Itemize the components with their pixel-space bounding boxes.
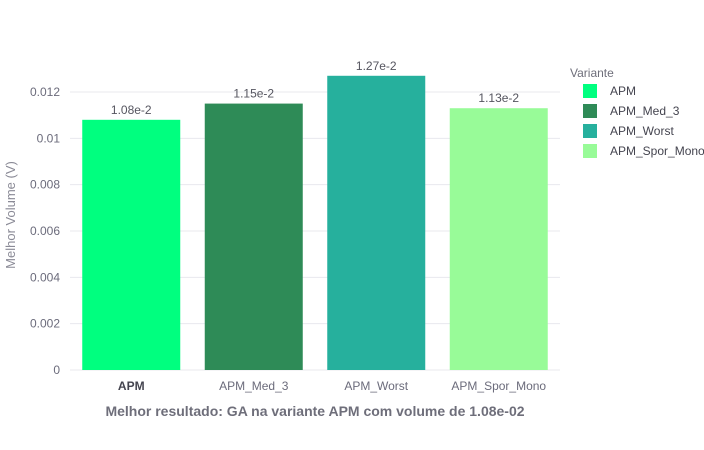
bar-apm-worst [327,75,426,371]
bars [82,75,548,371]
y-tick-label: 0.012 [30,85,60,99]
x-tick-label: APM [118,379,145,393]
y-tick-label: 0.004 [30,270,60,284]
y-axis-title: Melhor Volume (V) [3,161,18,269]
legend-swatch [583,104,597,118]
y-tick-label: 0.002 [30,317,60,331]
legend-swatch [583,84,597,98]
y-tick-label: 0.006 [30,224,60,238]
bar-apm-med-3 [204,103,303,370]
bar-apm-spor-mono [449,108,548,370]
y-tick-label: 0.01 [37,131,61,145]
y-tick-label: 0 [53,363,60,377]
x-axis-title: Melhor resultado: GA na variante APM com… [105,403,524,419]
bar-value-label: 1.15e-2 [233,87,274,101]
legend: Variante APM APM_Med_3 APM_Worst APM_Spor_M… [570,66,704,158]
x-tick-label: APM_Spor_Mono [451,379,546,393]
legend-swatch [583,144,597,158]
legend-title: Variante [570,66,614,80]
bar-value-label: 1.27e-2 [356,59,397,73]
legend-label: APM [610,84,636,98]
x-tick-label: APM_Worst [344,379,408,393]
x-axis-ticks: APM APM_Med_3 APM_Worst APM_Spor_Mono [118,379,547,393]
y-tick-label: 0.008 [30,178,60,192]
data-labels: 1.08e-2 1.15e-2 1.27e-2 1.13e-2 [111,59,520,117]
bar-apm [82,119,181,370]
y-axis-ticks: 0 0.002 0.004 0.006 0.008 0.01 0.012 [30,85,60,377]
legend-label: APM_Med_3 [610,104,680,118]
legend-label: APM_Spor_Mono [610,144,704,158]
bar-value-label: 1.08e-2 [111,103,152,117]
x-tick-label: APM_Med_3 [219,379,289,393]
legend-label: APM_Worst [610,124,674,138]
legend-swatch [583,124,597,138]
bar-value-label: 1.13e-2 [478,91,519,105]
